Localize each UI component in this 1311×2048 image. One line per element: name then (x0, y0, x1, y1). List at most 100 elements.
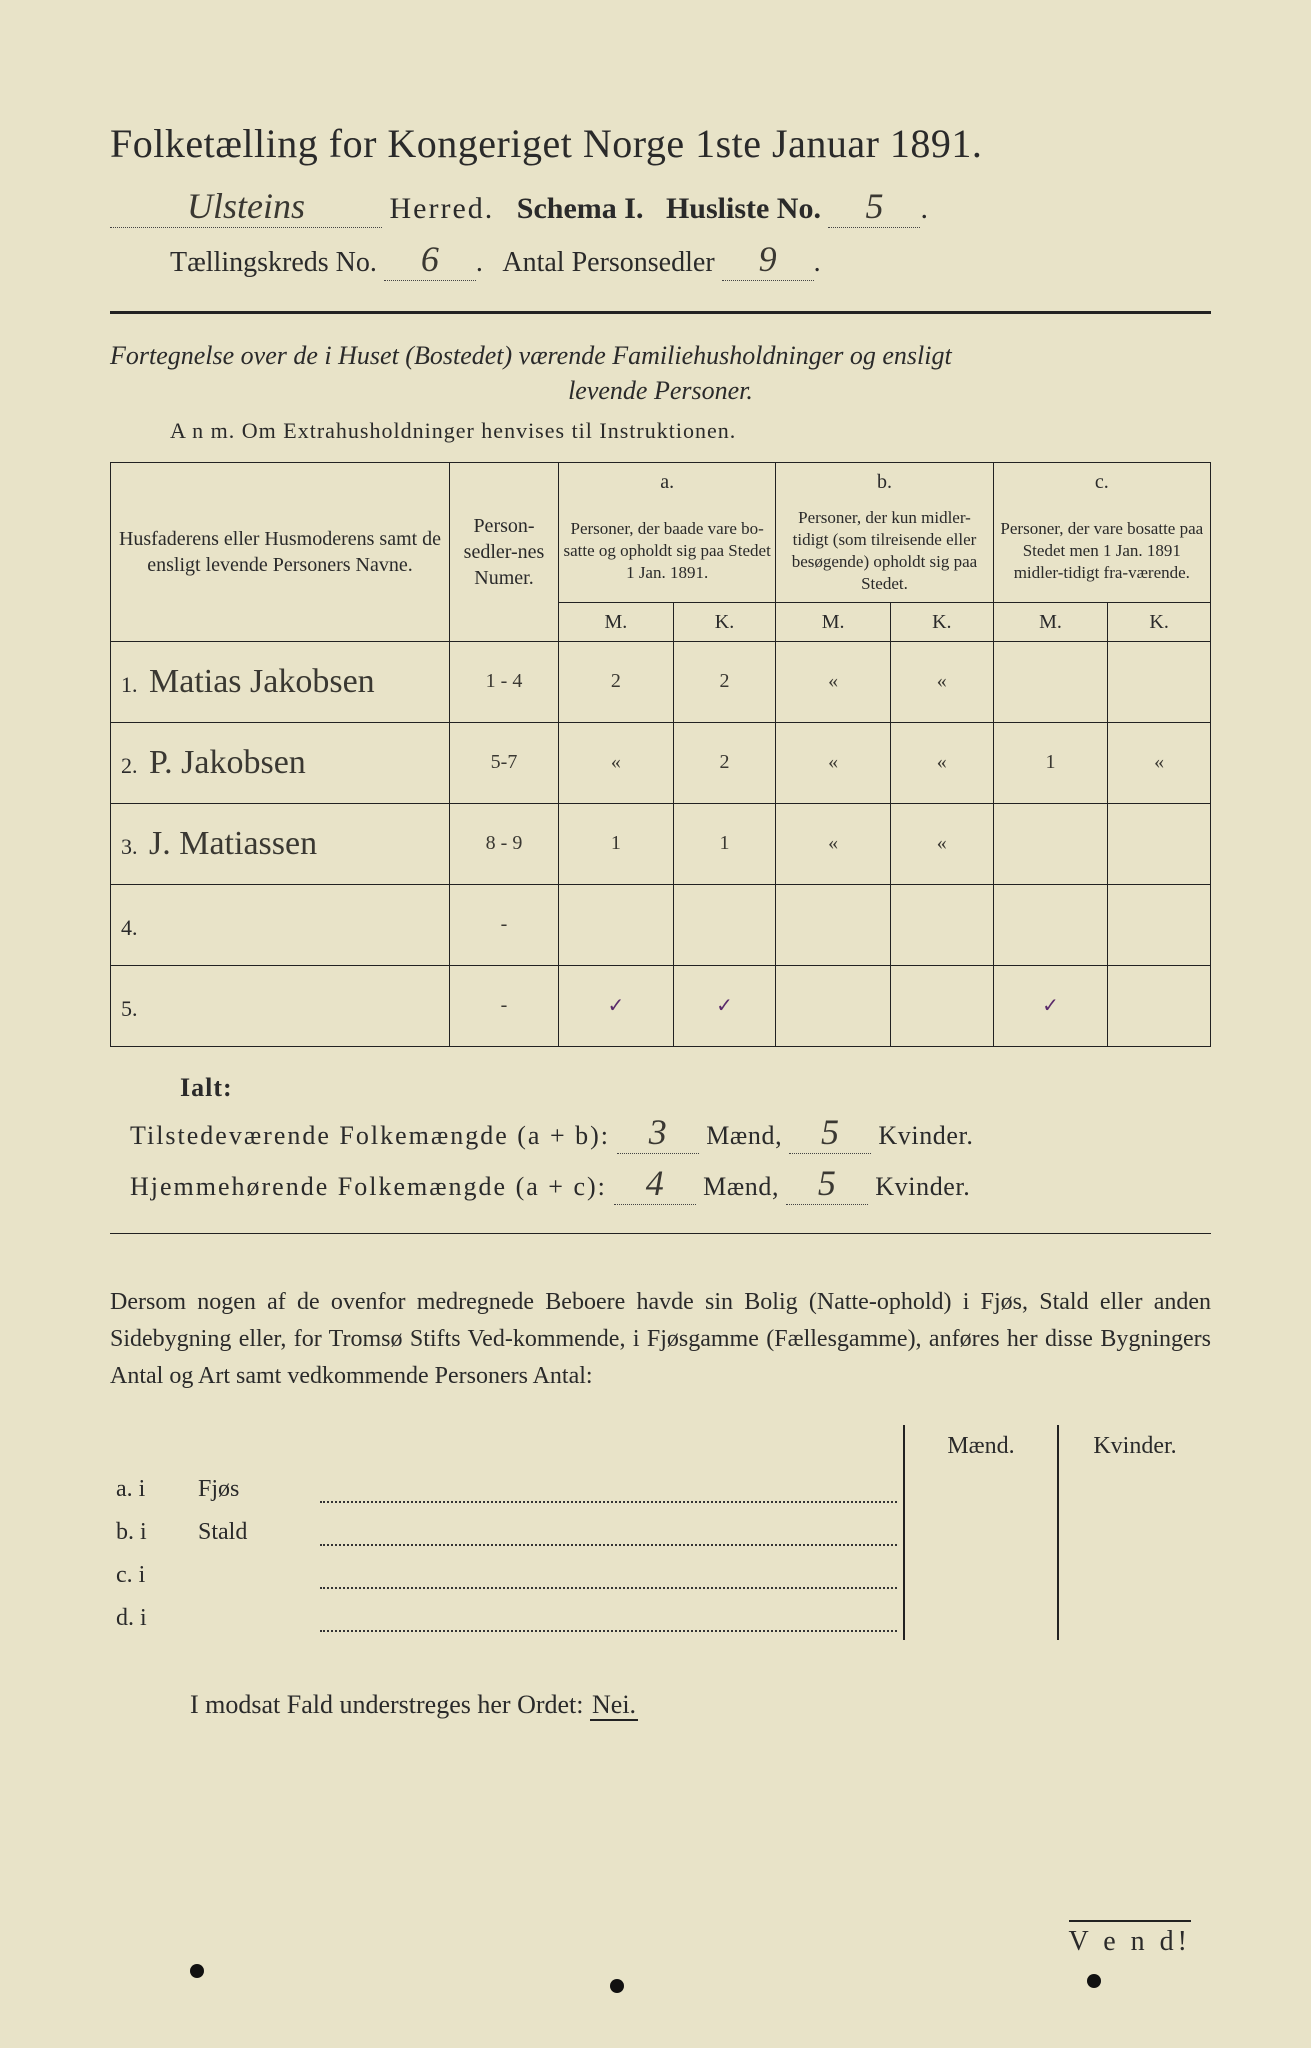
th-b-top: b. (776, 463, 993, 502)
side-pre: a. i (110, 1468, 192, 1511)
side-row: a. iFjøs (110, 1468, 1211, 1511)
cell-cM (993, 641, 1108, 722)
cell-cK (1108, 965, 1211, 1046)
side-k (1058, 1468, 1211, 1511)
th-c-m: M. (993, 602, 1108, 641)
ialt-label: Ialt: (180, 1073, 1211, 1103)
cell-name: 1. Matias Jakobsen (111, 641, 450, 722)
summary2-k: 5 (786, 1162, 868, 1205)
kvinder-label2: Kvinder. (875, 1172, 970, 1201)
summary2-label: Hjemmehørende Folkemængde (a + c): (130, 1172, 607, 1201)
cell-bK (890, 884, 993, 965)
summary-present: Tilstedeværende Folkemængde (a + b): 3 M… (130, 1111, 1211, 1154)
kreds-line: Tællingskreds No. 6. Antal Personsedler … (110, 238, 1211, 281)
summary1-m: 3 (617, 1111, 699, 1154)
side-label: Stald (192, 1511, 314, 1554)
th-c-top: c. (993, 463, 1210, 502)
side-head-m: Mænd. (904, 1425, 1058, 1468)
cell-cM: 1 (993, 722, 1108, 803)
th-a-k: K. (673, 602, 776, 641)
herred-value: Ulsteins (110, 185, 382, 228)
kreds-label: Tællingskreds No. (170, 247, 377, 278)
th-numer: Person-sedler-nes Numer. (450, 463, 559, 641)
cell-aM: « (559, 722, 674, 803)
kvinder-label: Kvinder. (878, 1121, 973, 1150)
divider2 (110, 1233, 1211, 1234)
maend-label: Mænd, (706, 1121, 782, 1150)
vend-label: V e n d! (1069, 1920, 1191, 1958)
cell-bM: « (776, 803, 891, 884)
cell-cM: ✓ (993, 965, 1108, 1046)
cell-bK: « (890, 722, 993, 803)
cell-cK (1108, 641, 1211, 722)
th-b-m: M. (776, 602, 891, 641)
summary2-m: 4 (614, 1162, 696, 1205)
husliste-label: Husliste No. (666, 192, 821, 225)
cell-aM: 1 (559, 803, 674, 884)
side-row: d. i (110, 1597, 1211, 1640)
cell-bM: « (776, 641, 891, 722)
cell-aK (673, 884, 776, 965)
th-b-text: Personer, der kun midler-tidigt (som til… (776, 501, 993, 602)
cell-aK: 1 (673, 803, 776, 884)
side-m (904, 1554, 1058, 1597)
fortegnelse-heading: Fortegnelse over de i Huset (Bostedet) v… (110, 338, 1211, 408)
cell-bK: « (890, 641, 993, 722)
th-c-text: Personer, der vare bosatte paa Stedet me… (993, 501, 1210, 602)
personsedler-label: Antal Personsedler (502, 247, 714, 278)
cell-cK (1108, 803, 1211, 884)
cell-bK: « (890, 803, 993, 884)
divider (110, 311, 1211, 314)
cell-num: - (450, 965, 559, 1046)
summary1-label: Tilstedeværende Folkemængde (a + b): (130, 1121, 610, 1150)
side-k (1058, 1554, 1211, 1597)
table-row: 4. - (111, 884, 1211, 965)
husliste-no: 5 (828, 185, 920, 228)
side-head-k: Kvinder. (1058, 1425, 1211, 1468)
maend-label2: Mænd, (703, 1172, 779, 1201)
cell-bM (776, 965, 891, 1046)
side-row: c. i (110, 1554, 1211, 1597)
household-table: Husfaderens eller Husmoderens samt de en… (110, 462, 1211, 1046)
cell-cM (993, 803, 1108, 884)
table-row: 3. J. Matiassen8 - 911«« (111, 803, 1211, 884)
cell-aM (559, 884, 674, 965)
side-label (192, 1554, 314, 1597)
side-dots (314, 1554, 904, 1597)
side-m (904, 1511, 1058, 1554)
modsat-text: I modsat Fald understreges her Ordet: (190, 1690, 584, 1719)
table-row: 1. Matias Jakobsen1 - 422«« (111, 641, 1211, 722)
cell-name: 2. P. Jakobsen (111, 722, 450, 803)
cell-name: 5. (111, 965, 450, 1046)
th-a-m: M. (559, 602, 674, 641)
th-a-top: a. (559, 463, 776, 502)
side-building-table: Mænd. Kvinder. a. iFjøsb. iStaldc. id. i (110, 1425, 1211, 1640)
side-dots (314, 1597, 904, 1640)
anm-note: A n m. Om Extrahusholdninger henvises ti… (170, 418, 1211, 444)
cell-aK: ✓ (673, 965, 776, 1046)
cell-num: - (450, 884, 559, 965)
punch-hole (1087, 1974, 1101, 1988)
side-m (904, 1468, 1058, 1511)
summary1-k: 5 (789, 1111, 871, 1154)
cell-bM: « (776, 722, 891, 803)
cell-aK: 2 (673, 722, 776, 803)
cell-num: 5-7 (450, 722, 559, 803)
side-dots (314, 1468, 904, 1511)
side-pre: b. i (110, 1511, 192, 1554)
personsedler-no: 9 (722, 238, 814, 281)
schema-label: Schema I. (517, 192, 644, 225)
cell-aK: 2 (673, 641, 776, 722)
side-m (904, 1597, 1058, 1640)
cell-name: 4. (111, 884, 450, 965)
page-title: Folketælling for Kongeriget Norge 1ste J… (110, 120, 1211, 167)
nei-word: Nei. (590, 1690, 638, 1721)
th-c-k: K. (1108, 602, 1211, 641)
side-building-paragraph: Dersom nogen af de ovenfor medregnede Be… (110, 1284, 1211, 1396)
side-k (1058, 1597, 1211, 1640)
kreds-no: 6 (384, 238, 476, 281)
cell-name: 3. J. Matiassen (111, 803, 450, 884)
punch-hole (190, 1964, 204, 1978)
cell-bK (890, 965, 993, 1046)
cell-num: 1 - 4 (450, 641, 559, 722)
